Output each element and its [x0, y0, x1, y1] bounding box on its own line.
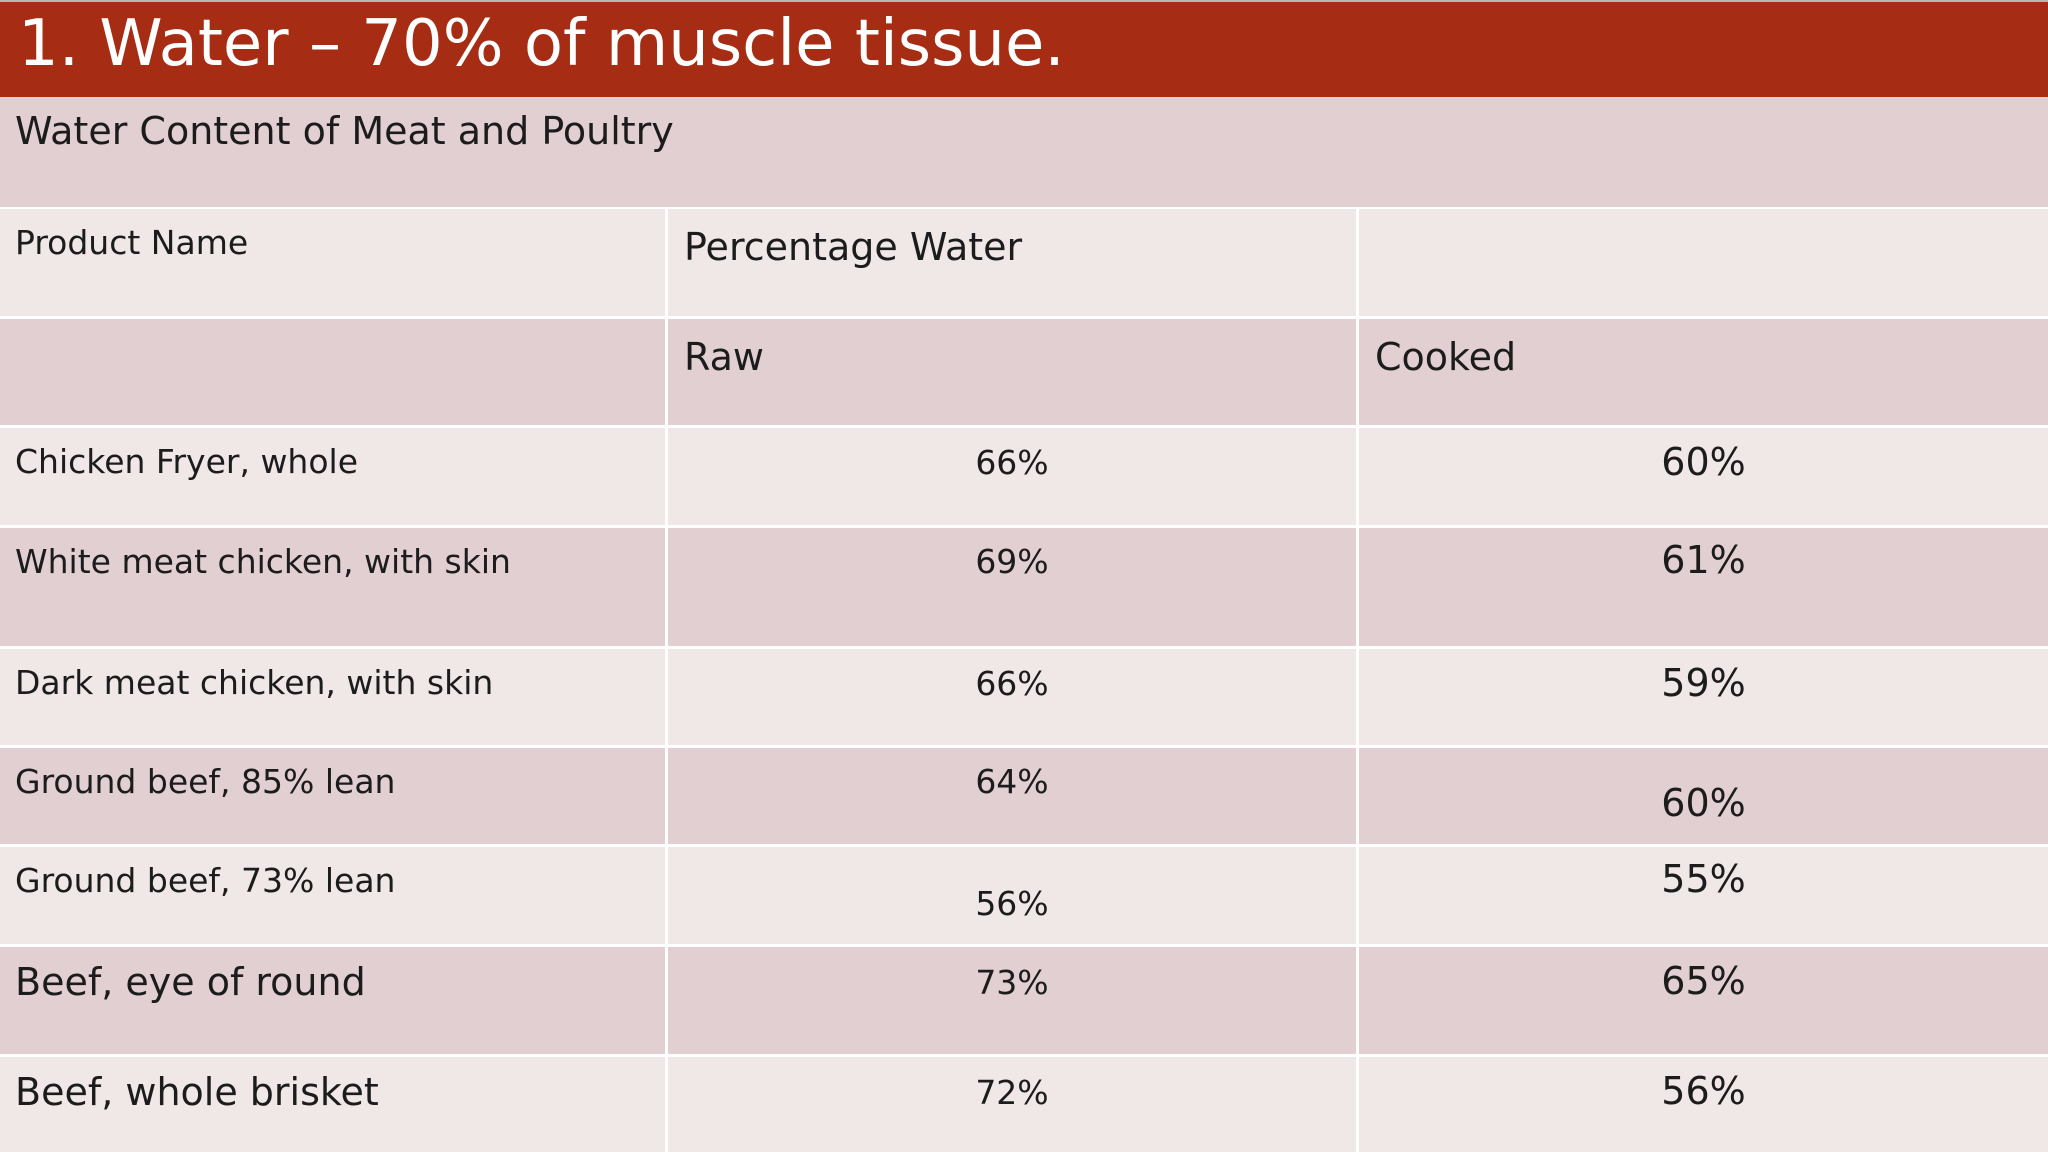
row-product-name: Ground beef, 85% lean [0, 748, 665, 844]
header-percentage-water: Percentage Water [668, 209, 1356, 316]
subheader-raw: Raw [668, 319, 1356, 425]
row-product-name: Ground beef, 73% lean [0, 847, 665, 944]
row-raw-value: 64% [668, 748, 1356, 844]
row-raw-value: 72% [668, 1057, 1356, 1152]
row-product-name: White meat chicken, with skin [0, 528, 665, 646]
header-empty [1359, 209, 2048, 316]
row-raw-value: 56% [668, 847, 1356, 944]
row-product-name: Chicken Fryer, whole [0, 428, 665, 525]
slide-title: 1. Water – 70% of muscle tissue. [18, 7, 1065, 81]
row-cooked-value: 61% [1359, 528, 2048, 646]
row-product-name: Beef, whole brisket [0, 1057, 665, 1152]
row-raw-value: 66% [668, 428, 1356, 525]
row-cooked-value: 60% [1359, 428, 2048, 525]
table-caption: Water Content of Meat and Poultry [0, 97, 2048, 207]
row-cooked-value: 55% [1359, 847, 2048, 944]
title-bar: 1. Water – 70% of muscle tissue. [0, 0, 2048, 97]
row-raw-value: 69% [668, 528, 1356, 646]
row-cooked-value: 56% [1359, 1057, 2048, 1152]
row-raw-value: 73% [668, 947, 1356, 1054]
row-cooked-value: 59% [1359, 649, 2048, 745]
subheader-cooked: Cooked [1359, 319, 2048, 425]
row-raw-value: 66% [668, 649, 1356, 745]
subheader-empty [0, 319, 665, 425]
row-product-name: Dark meat chicken, with skin [0, 649, 665, 745]
row-product-name: Beef, eye of round [0, 947, 665, 1054]
header-product-name: Product Name [0, 209, 665, 316]
row-cooked-value: 60% [1359, 748, 2048, 844]
row-cooked-value: 65% [1359, 947, 2048, 1054]
water-content-table: Water Content of Meat and Poultry Produc… [0, 97, 2048, 1152]
